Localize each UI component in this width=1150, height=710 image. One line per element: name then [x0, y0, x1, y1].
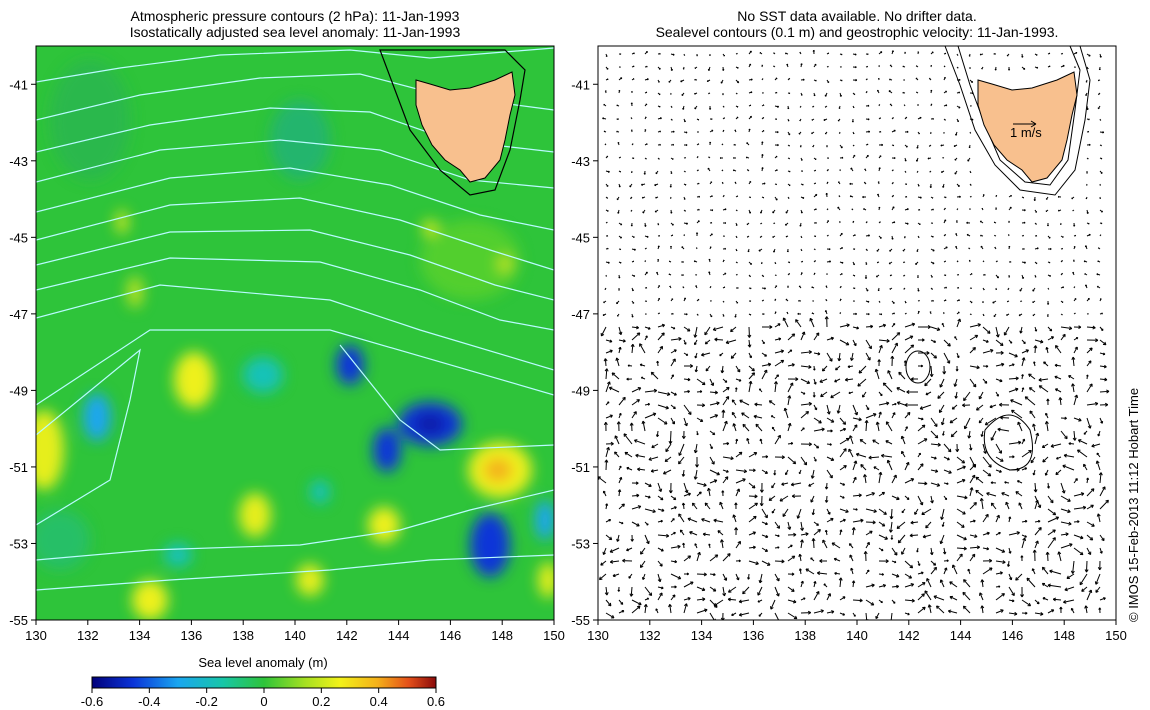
colorbar-gradient — [91, 676, 437, 689]
left-lon-label: 140 — [284, 628, 306, 643]
tasmania-right — [977, 71, 1078, 183]
right-lat-label: -43 — [571, 154, 590, 169]
right-lon-label: 138 — [794, 628, 816, 643]
left-axis-ticks: 130 132 134 136 138 140 142 144 146 148 150 -41 -43 -… — [9, 77, 565, 643]
right-lon-label: 146 — [1002, 628, 1024, 643]
right-lat-label: -55 — [571, 613, 590, 628]
right-lon-label: 150 — [1105, 628, 1127, 643]
left-lon-label: 136 — [181, 628, 203, 643]
tasmania-left — [379, 49, 526, 196]
right-lon-label: 136 — [743, 628, 765, 643]
velocity-scale-arrow: 1 m/s — [1010, 120, 1042, 140]
colorbar-tick-label: 0.2 — [312, 694, 330, 709]
right-lon-label: 132 — [639, 628, 661, 643]
colorbar-tick-label: -0.6 — [81, 694, 103, 709]
left-lat-label: -53 — [9, 536, 28, 551]
colorbar: Sea level anomaly (m) -0.6 -0.4 -0.2 0 0.2 0.… — [81, 655, 445, 709]
right-panel-title: No SST data available. No drifter data. … — [598, 8, 1116, 40]
velocity-arrows — [598, 49, 1110, 620]
left-title-line1: Atmospheric pressure contours (2 hPa): 1… — [130, 8, 460, 24]
right-lon-label: 142 — [898, 628, 920, 643]
colorbar-tick-label: 0.6 — [427, 694, 445, 709]
colorbar-tick-label: 0 — [260, 694, 267, 709]
sla-anomaly-blobs — [36, 60, 554, 620]
colorbar-ticks: -0.6 -0.4 -0.2 0 0.2 0.4 0.6 — [81, 688, 445, 709]
left-lat-label: -55 — [9, 613, 28, 628]
left-lat-label: -47 — [9, 307, 28, 322]
land-tasmania — [415, 71, 516, 183]
left-lat-label: -49 — [9, 383, 28, 398]
right-title-line2: Sealevel contours (0.1 m) and geostrophi… — [655, 24, 1059, 40]
right-lon-label: 130 — [587, 628, 609, 643]
left-panel-title: Atmospheric pressure contours (2 hPa): 1… — [36, 8, 554, 40]
credit-label: © IMOS 15-Feb-2013 11:12 Hobart Time — [1126, 387, 1141, 622]
left-lon-label: 144 — [388, 628, 410, 643]
right-lon-label: 134 — [691, 628, 713, 643]
right-lat-label: -51 — [571, 460, 590, 475]
left-lon-label: 132 — [77, 628, 99, 643]
right-lat-label: -45 — [571, 230, 590, 245]
right-axis-ticks: 130 132 134 136 138 140 142 144 146 148 150 -41 -43 -… — [571, 77, 1127, 643]
left-lat-label: -45 — [9, 230, 28, 245]
colorbar-tick-label: -0.2 — [195, 694, 217, 709]
left-lat-label: -43 — [9, 154, 28, 169]
left-lon-label: 134 — [129, 628, 151, 643]
left-title-line2: Isostatically adjusted sea level anomaly… — [129, 24, 461, 40]
left-lon-label: 148 — [491, 628, 513, 643]
colorbar-title: Sea level anomaly (m) — [198, 655, 327, 670]
left-lon-label: 142 — [336, 628, 358, 643]
colorbar-tick-label: -0.4 — [138, 694, 160, 709]
left-lon-label: 146 — [440, 628, 462, 643]
left-lon-label: 130 — [25, 628, 47, 643]
right-title-line1: No SST data available. No drifter data. — [737, 8, 977, 24]
right-map: 1 m/s — [598, 46, 1116, 620]
right-lat-label: -49 — [571, 383, 590, 398]
right-lon-label: 144 — [950, 628, 972, 643]
left-lat-label: -41 — [9, 77, 28, 92]
land-tasmania-right — [977, 71, 1078, 183]
velocity-scale-label: 1 m/s — [1010, 125, 1042, 140]
colorbar-tick-label: 0.4 — [370, 694, 388, 709]
right-lon-label: 140 — [846, 628, 868, 643]
right-lat-label: -47 — [571, 307, 590, 322]
left-lon-label: 150 — [543, 628, 565, 643]
left-lat-label: -51 — [9, 460, 28, 475]
left-lon-label: 138 — [232, 628, 254, 643]
right-lat-label: -53 — [571, 536, 590, 551]
left-map — [36, 46, 554, 620]
right-lon-label: 148 — [1053, 628, 1075, 643]
pressure-contours — [36, 47, 554, 591]
right-lat-label: -41 — [571, 77, 590, 92]
